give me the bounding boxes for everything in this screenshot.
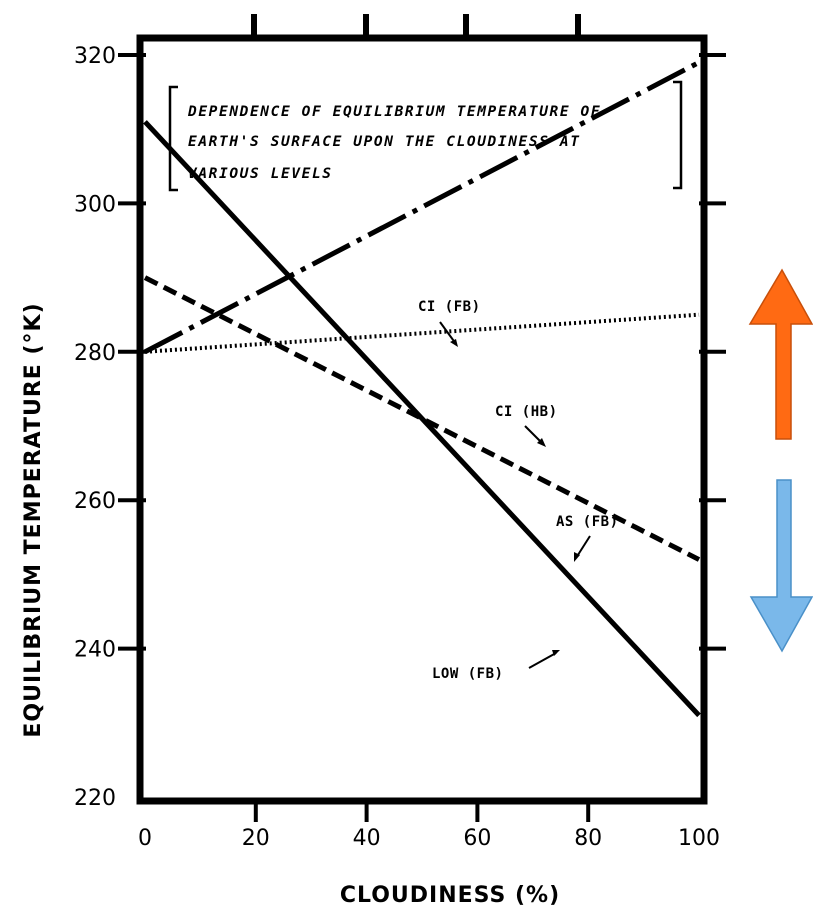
y-tick-label: 240 — [74, 638, 116, 663]
series-pointer-head-ci-hb — [537, 438, 546, 447]
y-tick-label: 220 — [74, 786, 116, 811]
x-ticks — [253, 801, 591, 822]
top-tick-marks — [251, 14, 581, 38]
x-axis-title: CLOUDINESS (%) — [340, 883, 560, 908]
y-tick-label: 300 — [74, 192, 116, 217]
chart-title-box: DEPENDENCE OF EQUILIBRIUM TEMPERATURE OF… — [168, 80, 683, 192]
series-label-low-fb: LOW (FB) — [432, 666, 503, 682]
down-arrow-shape — [749, 479, 813, 653]
up-arrow-shape — [748, 268, 813, 440]
y-tick-label: 280 — [74, 341, 116, 366]
x-tick-label: 80 — [574, 826, 602, 851]
chart-title-line-2: EARTH'S SURFACE UPON THE CLOUDINESS AT — [188, 134, 581, 150]
y-tick-labels: 220 240 260 280 300 320 — [74, 44, 116, 811]
x-tick-label: 40 — [353, 826, 381, 851]
series-pointer-head-low-fb — [552, 650, 560, 656]
x-tick-label: 20 — [242, 826, 270, 851]
title-left-bracket — [168, 85, 178, 192]
chart-title-line-3: VARIOUS LEVELS — [188, 166, 333, 182]
series-line-ci-fb — [143, 60, 701, 355]
x-tick-label: 60 — [463, 826, 491, 851]
series-pointer-head-as-fb — [574, 552, 580, 562]
series-label-as-fb: AS (FB) — [556, 514, 619, 530]
series-lines — [143, 60, 701, 718]
y-tick-label: 320 — [74, 44, 116, 69]
y-axis-title: EQUILIBRIUM TEMPERATURE (°K) — [21, 302, 46, 737]
series-pointer-low-fb — [528, 652, 557, 669]
series-label-ci-hb: CI (HB) — [495, 404, 558, 420]
chart-title-line-1: DEPENDENCE OF EQUILIBRIUM TEMPERATURE OF — [187, 104, 601, 120]
series-annotations: CI (FB) CI (HB) AS (FB) LOW (FB) — [418, 299, 619, 682]
x-tick-label: 100 — [678, 826, 720, 851]
x-tick-label: 0 — [138, 826, 152, 851]
series-line-low-fb — [143, 120, 701, 718]
plot-frame — [136, 34, 708, 805]
y-tick-label: 260 — [74, 489, 116, 514]
series-pointer-head-ci-fb — [450, 339, 458, 347]
increase-arrow-icon — [748, 268, 813, 440]
x-tick-labels: 0 20 40 60 80 100 — [138, 826, 720, 851]
title-right-bracket — [673, 80, 683, 190]
y-ticks-right — [699, 53, 726, 651]
series-label-ci-fb: CI (FB) — [418, 299, 481, 315]
decrease-arrow-icon — [749, 479, 813, 653]
y-ticks-left — [118, 53, 146, 651]
